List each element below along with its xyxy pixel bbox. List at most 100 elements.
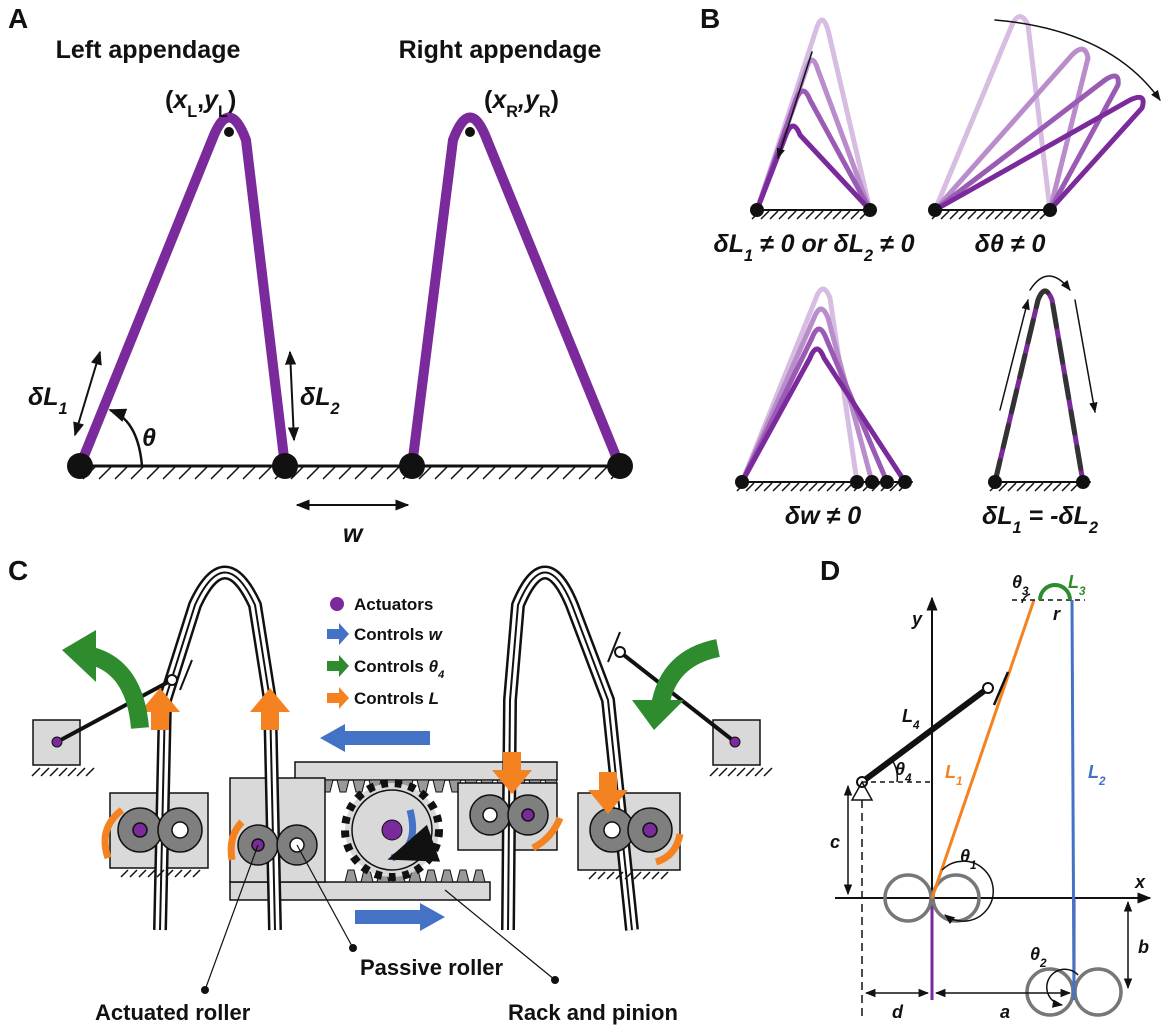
legend-entry: Actuators xyxy=(354,595,433,614)
hatch xyxy=(940,210,950,220)
width-label: w xyxy=(343,520,364,548)
hatch xyxy=(754,482,764,492)
callout: Rack and pinion xyxy=(508,1000,678,1025)
group xyxy=(153,565,639,931)
legend-entry: Controls L xyxy=(354,689,439,708)
shape-polygon xyxy=(327,687,349,709)
shape-line xyxy=(1070,599,1076,1001)
shape-circle xyxy=(642,822,658,838)
hatch xyxy=(58,767,68,777)
hatch xyxy=(147,869,156,878)
hatch xyxy=(871,482,881,492)
hatch xyxy=(31,767,41,777)
shape-path xyxy=(89,647,149,729)
hatch xyxy=(546,466,560,480)
shape-line xyxy=(56,678,173,744)
hatch xyxy=(597,871,606,880)
hatch xyxy=(796,210,806,220)
shape-polygon xyxy=(327,655,349,677)
hatch xyxy=(418,466,432,480)
rack-tooth xyxy=(432,779,446,793)
shape-circle xyxy=(988,475,1002,489)
hatch xyxy=(832,210,842,220)
hatch xyxy=(853,482,863,492)
hatch xyxy=(1021,210,1031,220)
hatch xyxy=(751,210,761,220)
hatch xyxy=(898,482,908,492)
hatch xyxy=(450,466,464,480)
group xyxy=(140,688,628,814)
shape-path xyxy=(754,17,873,213)
shape-circle xyxy=(928,203,942,217)
shape-path xyxy=(159,571,276,931)
hatch xyxy=(85,767,95,777)
hatch xyxy=(763,482,773,492)
hatch xyxy=(482,466,496,480)
shape-polygon xyxy=(62,630,96,682)
shape-polygon xyxy=(320,724,430,752)
shape-path xyxy=(932,46,1091,213)
symbol: L2 xyxy=(1088,762,1106,788)
hatch xyxy=(610,466,624,480)
shape-path xyxy=(1021,593,1031,604)
symbol: θ3 xyxy=(1012,572,1029,598)
hatch xyxy=(434,466,448,480)
shape-path xyxy=(387,809,441,862)
symbol: a xyxy=(1000,1002,1010,1022)
rack-tooth xyxy=(440,869,454,883)
hatch xyxy=(745,767,755,777)
hatch xyxy=(814,210,824,220)
shape-line xyxy=(992,671,1010,706)
hatch xyxy=(606,871,615,880)
hatch xyxy=(994,210,1004,220)
symbol: θ4 xyxy=(895,759,912,785)
shape-circle xyxy=(982,682,994,694)
shape-line xyxy=(860,685,990,785)
panel-d xyxy=(835,583,1152,1020)
shape-polygon xyxy=(327,623,349,645)
hatch xyxy=(763,767,773,777)
shape-polygon xyxy=(250,688,290,730)
coordinate-label: (xR,yR) xyxy=(484,86,559,121)
rack-tooth xyxy=(424,869,438,883)
hatch xyxy=(642,871,651,880)
hatch xyxy=(98,466,112,480)
hatch xyxy=(727,767,737,777)
shape-circle xyxy=(898,475,912,489)
shape-path xyxy=(941,860,994,925)
hatch xyxy=(760,210,770,220)
hatch xyxy=(130,466,144,480)
hatch xyxy=(633,871,642,880)
hatch xyxy=(138,869,147,878)
hatch xyxy=(67,767,77,777)
hatch xyxy=(889,482,899,492)
hatch xyxy=(402,466,416,480)
delta-label: δL2 xyxy=(300,383,340,418)
shape-path xyxy=(651,639,721,708)
hatch xyxy=(958,210,968,220)
hatch xyxy=(772,482,782,492)
hatch xyxy=(976,210,986,220)
axis-label: y xyxy=(911,609,923,629)
hatch xyxy=(40,767,50,777)
callout: Actuated roller xyxy=(95,1000,251,1025)
hatch xyxy=(745,482,755,492)
shape-rect xyxy=(229,881,491,901)
panel-label: A xyxy=(8,3,28,34)
legend-entry: Controls w xyxy=(354,625,444,644)
hatch xyxy=(129,869,138,878)
shape-path xyxy=(507,571,633,931)
hatch xyxy=(790,482,800,492)
hatch xyxy=(1007,482,1017,492)
tip-point xyxy=(465,127,475,137)
hatch xyxy=(778,210,788,220)
hatch xyxy=(850,210,860,220)
hatch xyxy=(162,466,176,480)
hatch xyxy=(841,210,851,220)
symbol: θ1 xyxy=(960,846,977,872)
hatch xyxy=(1016,482,1026,492)
hatch xyxy=(1034,482,1044,492)
hatch xyxy=(1043,482,1053,492)
shape-circle xyxy=(551,976,559,984)
shape-circle xyxy=(729,736,741,748)
